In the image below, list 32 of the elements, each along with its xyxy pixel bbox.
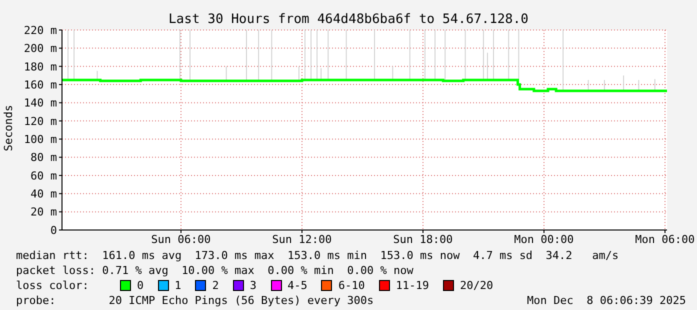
x-tick-label: Sun 12:00: [272, 232, 332, 246]
y-tick-label: 180 m: [24, 60, 58, 74]
y-tick-label: 220 m: [24, 24, 58, 37]
text: Mon Dec 8 06:06:39 2025: [527, 293, 686, 308]
y-tick-label: 40 m: [30, 188, 58, 201]
y-tick-label: 200 m: [24, 42, 58, 56]
x-tick-label: Mon 00:00: [514, 232, 574, 246]
y-tick-label: 20 m: [30, 206, 58, 219]
chart-title: Last 30 Hours from 464d48b6ba6f to 54.67.128.0: [168, 12, 529, 27]
legend-label: 1: [174, 278, 182, 293]
y-axis-title: Seconds: [2, 104, 15, 154]
legend-title: loss color:: [16, 278, 90, 293]
x-tick-label: Mon 06:00: [635, 232, 695, 246]
y-tick-label: 80 m: [30, 151, 58, 164]
y-tick-label: 160 m: [24, 78, 58, 92]
y-tick-label: 120 m: [24, 114, 58, 128]
x-tick-label: Sun 18:00: [393, 232, 453, 246]
text: packet loss: 0.71 % avg 10.00 % max 0.00 % min 0.00 % now: [16, 263, 414, 278]
legend-label: 2: [211, 278, 219, 293]
legend-label: 6-10: [337, 278, 365, 293]
text: probe: 20 ICMP Echo Pings (56 Bytes) every 300s: [16, 293, 374, 308]
y-tick-label: 100 m: [24, 132, 58, 146]
legend-label: 4-5: [286, 278, 308, 293]
x-tick-label: Sun 06:00: [151, 232, 211, 246]
legend-label: 20/20: [459, 278, 494, 293]
legend-label: 11-19: [394, 278, 429, 293]
y-tick-label: 60 m: [30, 169, 58, 182]
legend-label: 3: [248, 278, 256, 293]
y-tick-label: 0: [50, 224, 57, 237]
y-tick-label: 140 m: [24, 96, 58, 110]
legend-label: 0: [136, 278, 144, 293]
text: median rtt: 161.0 ms avg 173.0 ms max 153.0 ms min 153.0 ms now 4.7 ms sd 34.2 am/s: [16, 248, 620, 263]
